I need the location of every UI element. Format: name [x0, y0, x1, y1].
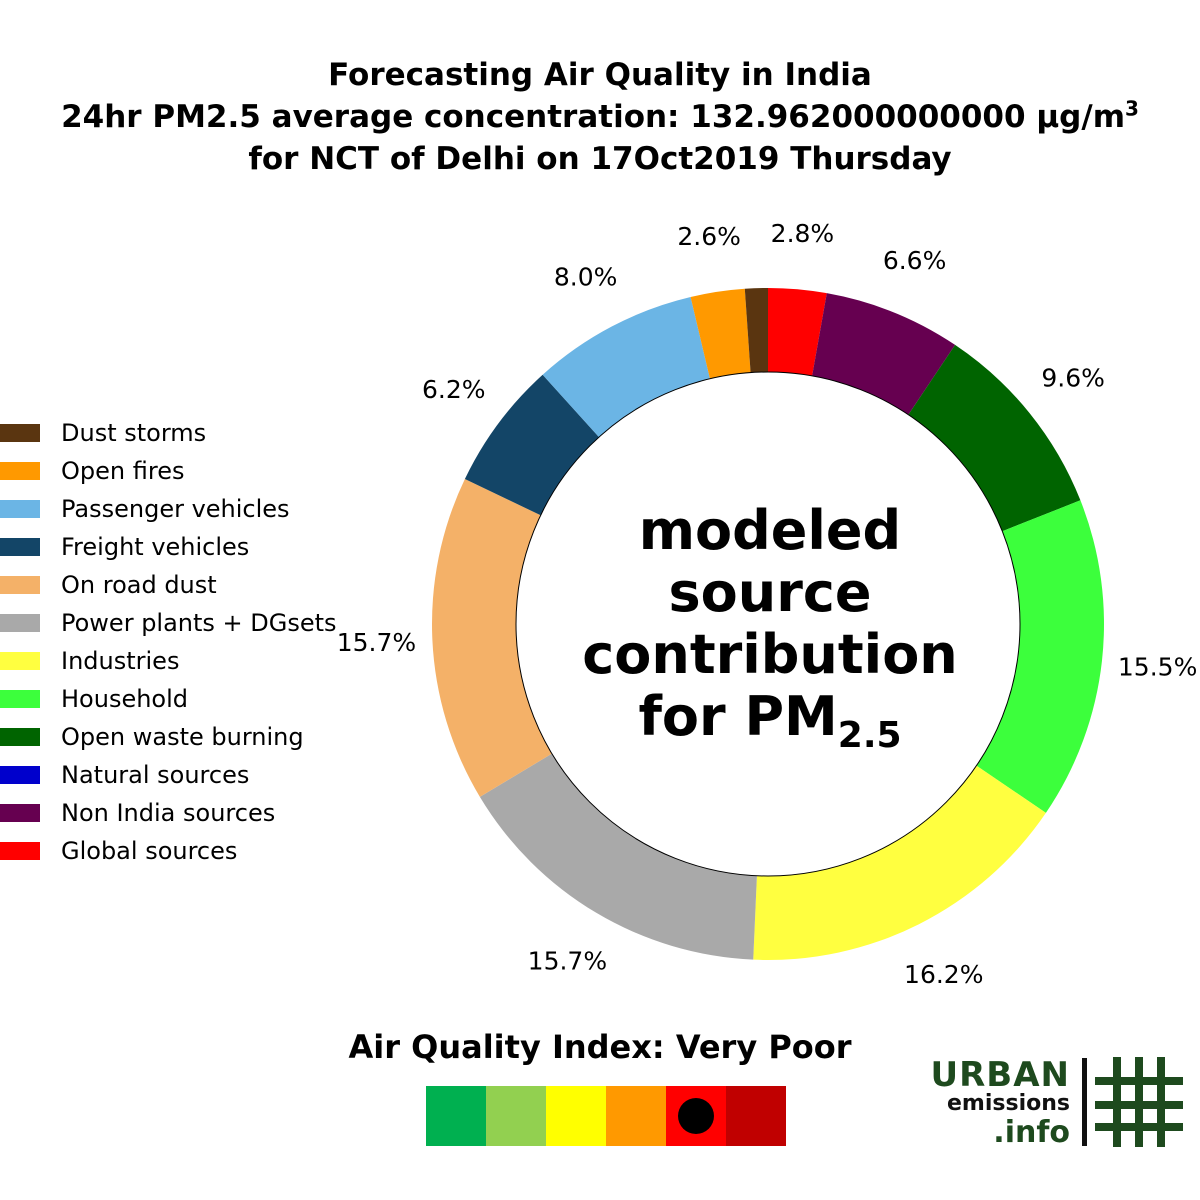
legend-label: Freight vehicles	[61, 533, 250, 561]
logo-divider	[1082, 1058, 1087, 1146]
donut-slice-passenger-vehicles	[542, 297, 710, 438]
legend-swatch	[0, 462, 40, 480]
donut-slice-industries	[753, 765, 1046, 960]
donut-slice-open-fires	[690, 288, 751, 379]
legend-swatch	[0, 538, 40, 556]
legend-item: Passenger vehicles	[0, 490, 337, 528]
donut-slice-power-plants-dgsets	[479, 753, 757, 960]
aqi-scale-cell	[426, 1086, 486, 1146]
slice-percent-label: 16.2%	[904, 960, 983, 989]
donut-slice-freight-vehicles	[464, 374, 599, 516]
legend-label: On road dust	[61, 571, 217, 599]
aqi-title: Air Quality Index: Very Poor	[348, 1028, 852, 1066]
donut-slice-dust-storms	[744, 288, 768, 373]
donut-slice-on-road-dust	[432, 479, 552, 797]
legend-swatch	[0, 576, 40, 594]
slice-percent-label: 15.7%	[337, 628, 416, 657]
logo-text-emissions: emissions	[947, 1091, 1070, 1116]
slice-percent-label: 15.7%	[528, 946, 607, 975]
slice-percent-label: 6.2%	[422, 375, 486, 404]
legend-label: Non India sources	[61, 799, 276, 827]
legend-label: Power plants + DGsets	[61, 609, 337, 637]
legend-swatch	[0, 500, 40, 518]
aqi-scale-cell	[606, 1086, 666, 1146]
logo-text-info: .info	[993, 1115, 1070, 1150]
hash-grid-icon	[1095, 1057, 1183, 1147]
chart-legend: Dust storms Open fires Passenger vehicles F…	[0, 414, 337, 870]
legend-item: Power plants + DGsets	[0, 604, 337, 642]
legend-label: Dust storms	[61, 419, 207, 447]
legend-swatch	[0, 728, 40, 746]
donut-slice-global-sources	[768, 288, 827, 376]
title-line-1: Forecasting Air Quality in India	[328, 57, 872, 93]
aqi-scale-cell	[546, 1086, 606, 1146]
urban-emissions-logo: URBAN emissions .info	[931, 1055, 1190, 1150]
center-label-line-2: source	[668, 561, 872, 624]
slice-percent-label: 2.8%	[771, 219, 835, 248]
legend-item: Freight vehicles	[0, 528, 337, 566]
legend-swatch	[0, 690, 40, 708]
title-line-2: 24hr PM2.5 average concentration: 132.96…	[0, 96, 1200, 138]
legend-label: Open fires	[61, 457, 185, 485]
legend-item: Natural sources	[0, 756, 337, 794]
legend-swatch	[0, 424, 40, 442]
legend-swatch	[0, 614, 40, 632]
legend-item: Industries	[0, 642, 337, 680]
legend-swatch	[0, 804, 40, 822]
title-line-2-text: 24hr PM2.5 average concentration: 132.96…	[61, 99, 1125, 135]
legend-item: Open waste burning	[0, 718, 337, 756]
legend-item: On road dust	[0, 566, 337, 604]
donut-slice-open-waste-burning	[908, 344, 1081, 532]
title-line-3: for NCT of Delhi on 17Oct2019 Thursday	[248, 141, 952, 177]
chart-title: Forecasting Air Quality in India 24hr PM…	[0, 54, 1200, 180]
legend-item: Open fires	[0, 452, 337, 490]
donut-slice-household	[976, 500, 1105, 813]
aqi-current-marker	[678, 1098, 714, 1134]
legend-item: Global sources	[0, 832, 337, 870]
donut-center-label: modeled source contribution for PM2.5	[540, 500, 1000, 767]
legend-swatch	[0, 842, 40, 860]
legend-item: Household	[0, 680, 337, 718]
center-label-line-4: for PM2.5	[540, 686, 1000, 767]
legend-swatch	[0, 652, 40, 670]
donut-chart: 2.8% 6.6% 9.6% 15.5% 16.2% 15.7% 15.7% 6.2% 8.0%…	[337, 219, 1198, 989]
aqi-scale-cell	[486, 1086, 546, 1146]
legend-item: Dust storms	[0, 414, 337, 452]
legend-swatch	[0, 766, 40, 784]
center-label-subscript: 2.5	[837, 714, 902, 756]
donut-slice-non-india-sources	[812, 293, 956, 415]
slice-percent-label: 15.5%	[1118, 653, 1197, 682]
logo-text-urban: URBAN	[930, 1055, 1070, 1095]
legend-label: Global sources	[61, 837, 238, 865]
slice-percent-label: 9.6%	[1041, 363, 1105, 392]
slice-percent-label: 8.0%	[554, 262, 618, 291]
title-unit-superscript: 3	[1125, 96, 1139, 121]
legend-label: Open waste burning	[61, 723, 304, 751]
center-label-pm: for PM	[638, 685, 838, 748]
slice-percent-label: 6.6%	[883, 246, 947, 275]
legend-label: Natural sources	[61, 761, 250, 789]
aqi-scale-cell	[666, 1086, 726, 1146]
legend-item: Non India sources	[0, 794, 337, 832]
center-label-line-3: contribution	[582, 623, 958, 686]
legend-label: Industries	[61, 647, 180, 675]
center-label-line-1: modeled	[638, 499, 902, 562]
aqi-scale-cell	[726, 1086, 786, 1146]
donut-inner-edge	[515, 371, 1021, 877]
legend-label: Passenger vehicles	[61, 495, 290, 523]
slice-percent-label: 2.6%	[677, 222, 741, 251]
legend-label: Household	[61, 685, 189, 713]
aqi-color-scale	[426, 1086, 786, 1146]
